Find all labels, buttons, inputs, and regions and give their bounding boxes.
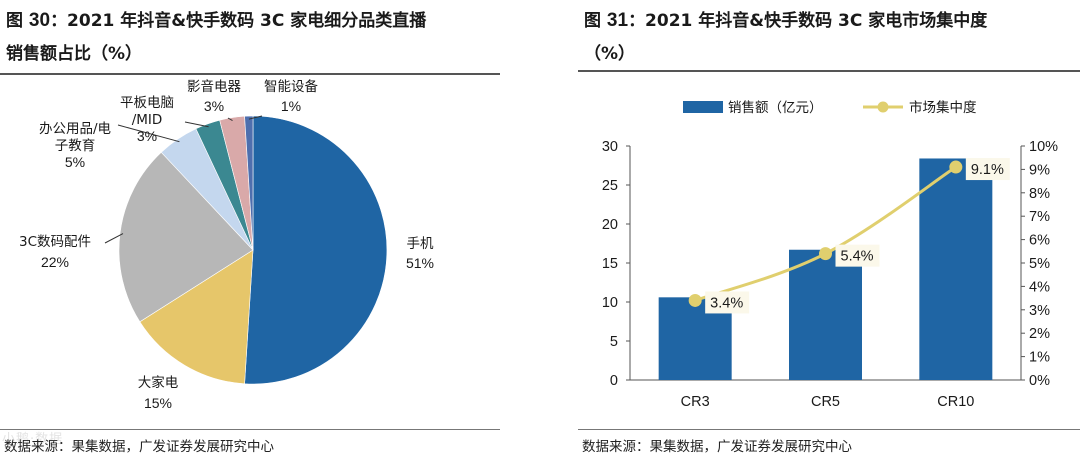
pie-label-smart-0: 智能设备	[264, 78, 318, 95]
right-title-line2: （%）	[584, 44, 636, 64]
data-label-0: 3.4%	[710, 295, 743, 311]
right-tick-label-0: 0%	[1029, 373, 1050, 389]
line-point-0	[688, 293, 702, 307]
left-title-rule	[0, 73, 500, 75]
chart-legend: 销售额（亿元） 市场集中度	[683, 99, 977, 116]
x-tick-label-0: CR3	[681, 394, 710, 410]
bar-1	[789, 249, 862, 380]
legend-bar-label: 销售额（亿元）	[728, 100, 823, 116]
watermark-text: 小鹅·数据	[2, 432, 64, 447]
right-source-note: 数据来源：果集数据，广发证券发展研究中心	[582, 439, 852, 455]
left-figure-title: 图 30：2021 年抖音&快手数码 3C 家电细分品类直播 销售额占比（%）	[6, 4, 501, 71]
pie-label-tablet-2: 3%	[137, 128, 157, 144]
line-point-1	[819, 247, 832, 261]
pie-chart: 手机51%大家电15%3C数码配件22%办公用品/电子教育5%平板电脑/MID3…	[19, 78, 434, 411]
left-title-line2: 销售额占比（%）	[6, 44, 143, 64]
left-tick-label-1: 5	[610, 334, 618, 350]
right-title-prefix: 图	[584, 11, 601, 31]
bar-2	[919, 158, 993, 380]
right-tick-label-6: 6%	[1029, 233, 1050, 249]
bar-line-chart: 销售额（亿元） 市场集中度 0 5 10 15 20 25 30 0% 1% 2% 3% 4% 5% 6% 7…	[602, 99, 1058, 410]
pie-label-appliance-0: 大家电	[138, 374, 179, 391]
pie-slice-0	[244, 115, 388, 385]
pie-labels: 手机51%大家电15%3C数码配件22%办公用品/电子教育5%平板电脑/MID3…	[19, 78, 434, 411]
pie-label-av-0: 影音电器	[187, 78, 241, 95]
line-point-2	[949, 160, 963, 174]
pie-slice-2	[118, 151, 254, 323]
bar-series	[658, 158, 993, 380]
pie-leader-3	[117, 124, 180, 143]
pie-leader-5	[227, 117, 233, 122]
pie-leader-2	[104, 233, 124, 244]
left-source-note: 数据来源：果集数据，广发证券发展研究中心	[4, 439, 274, 455]
left-title-prefix: 图	[6, 11, 23, 31]
data-label-box-2	[965, 158, 1010, 181]
data-label-2: 9.1%	[971, 162, 1004, 178]
right-tick-label-3: 3%	[1029, 303, 1050, 319]
left-tick-label-0: 0	[610, 373, 618, 389]
data-label-1: 5.4%	[841, 249, 874, 265]
pie-label-office-1: 子教育	[55, 138, 96, 154]
x-tick-label-1: CR5	[811, 394, 840, 410]
pie-label-accessory-0: 3C数码配件	[19, 234, 91, 250]
pie-label-phone-0: 手机	[407, 236, 434, 252]
left-tick-label-4: 20	[602, 217, 618, 233]
left-tick-label-3: 15	[602, 256, 618, 272]
legend-line-marker	[877, 101, 889, 113]
data-label-box-0	[705, 291, 750, 314]
left-source-rule	[0, 429, 500, 430]
left-figure-number: 30	[28, 10, 51, 31]
pie-label-office-2: 5%	[65, 154, 85, 170]
right-tick-label-4: 4%	[1029, 279, 1050, 295]
pie-leader-lines	[104, 115, 263, 244]
data-labels: 3.4% 5.4% 9.1%	[705, 158, 1010, 314]
right-source-rule	[578, 429, 1080, 430]
right-tick-label-8: 8%	[1029, 186, 1050, 202]
pie-label-tablet-1: /MID	[132, 112, 163, 128]
legend-bar-swatch	[683, 101, 723, 113]
legend-line-label: 市场集中度	[909, 99, 977, 116]
pie-label-office-0: 办公用品/电	[39, 121, 111, 137]
pie-label-phone-1: 51%	[406, 255, 434, 271]
data-label-box-1	[835, 244, 880, 267]
pie-label-av-1: 3%	[204, 98, 224, 114]
pie-slice-1	[139, 249, 254, 385]
pie-label-accessory-1: 22%	[41, 254, 69, 270]
left-tick-label-2: 10	[602, 295, 618, 311]
pie-label-smart-1: 1%	[281, 98, 301, 114]
left-figure-panel: 图 30：2021 年抖音&快手数码 3C 家电细分品类直播 销售额占比（%） …	[0, 0, 500, 463]
line-series	[688, 160, 963, 307]
right-tick-label-10: 10%	[1029, 139, 1058, 155]
right-tick-label-5: 5%	[1029, 256, 1050, 272]
right-title-rule	[578, 70, 1080, 72]
x-tick-label-2: CR10	[937, 394, 974, 410]
right-title-line1: ：2021 年抖音&快手数码 3C 家电市场集中度	[628, 11, 988, 31]
right-tick-label-2: 2%	[1029, 326, 1050, 342]
pie-leader-4	[184, 121, 209, 128]
pie-label-tablet-0: 平板电脑	[120, 95, 174, 111]
left-tick-label-5: 25	[602, 178, 618, 194]
pie-slice-6	[244, 115, 254, 251]
pie-label-appliance-1: 15%	[144, 395, 172, 411]
left-tick-label-6: 30	[602, 139, 618, 155]
right-figure-number: 31	[606, 10, 629, 31]
right-tick-label-9: 9%	[1029, 162, 1050, 178]
pie-leader-6	[248, 115, 263, 120]
pie-slices	[118, 115, 388, 385]
left-title-line1: ：2021 年抖音&快手数码 3C 家电细分品类直播	[50, 11, 427, 31]
right-tick-label-1: 1%	[1029, 350, 1050, 366]
right-tick-label-7: 7%	[1029, 209, 1050, 225]
right-figure-panel: 图 31：2021 年抖音&快手数码 3C 家电市场集中度 （%） 销售额（亿元…	[578, 0, 1080, 463]
right-figure-title: 图 31：2021 年抖音&快手数码 3C 家电市场集中度 （%）	[584, 4, 1079, 71]
